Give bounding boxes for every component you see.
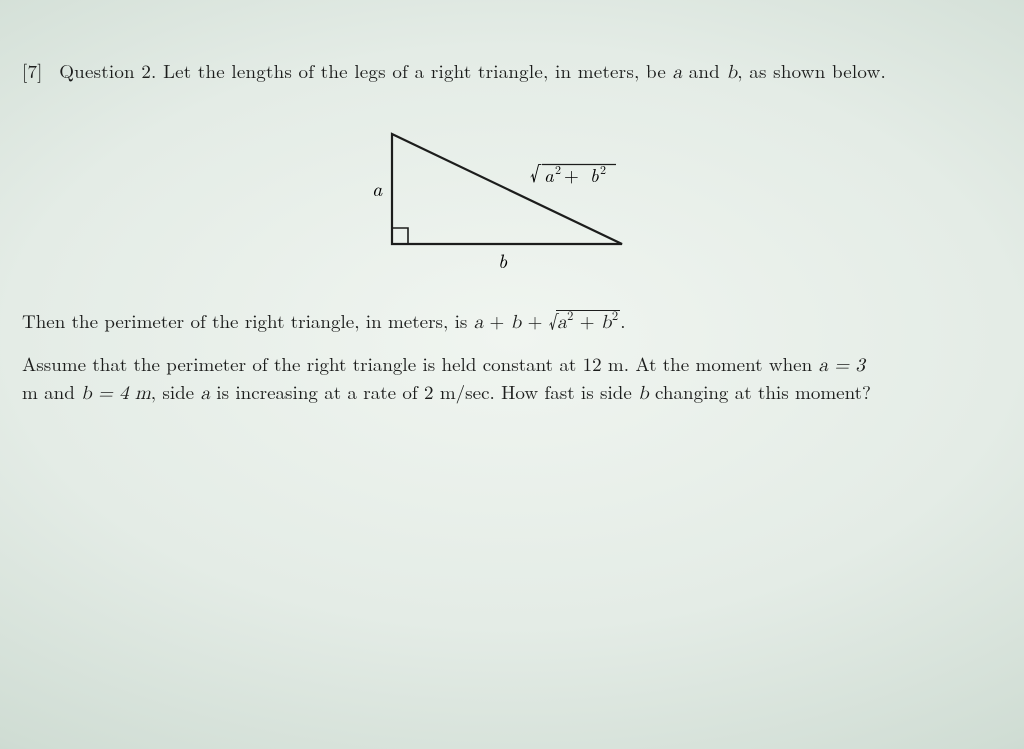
assume-2d: . How fast is side: [490, 378, 632, 405]
triangle-shape: [392, 134, 622, 244]
hyp-plus: +: [564, 161, 579, 188]
question-prefix: Question 2.: [59, 57, 156, 84]
points-label: [7]: [22, 57, 43, 84]
perim-a: a: [474, 313, 484, 332]
q-text-1: Let the lengths of the legs of a right t…: [163, 57, 666, 84]
perim-plus1: +: [483, 307, 510, 334]
assume-2b: , side: [151, 378, 194, 405]
var-b: b: [726, 63, 737, 82]
eq-b: b = 4 m: [81, 384, 151, 403]
assume-2c: is increasing at a rate of: [216, 378, 417, 405]
rad-b: b: [601, 313, 612, 332]
perimeter-line: Then the perimeter of the right triangle…: [22, 307, 1002, 336]
triangle-svg: a b √ a 2 + b 2: [322, 114, 702, 274]
assume-1a: Assume that the perimeter of the right t…: [22, 350, 576, 377]
hyp-b: b: [590, 161, 599, 188]
q-text-mid: and: [689, 57, 720, 84]
assume-2a: m and: [22, 378, 75, 405]
var-a: a: [672, 63, 682, 82]
rad-b-exp: 2: [612, 306, 618, 324]
hyp-b-exp: 2: [600, 161, 606, 178]
radical-icon: √: [549, 306, 558, 334]
side-b: b: [638, 384, 649, 403]
const-perim: 12 m: [583, 350, 624, 377]
assume-block: Assume that the perimeter of the right t…: [22, 351, 1002, 406]
assume-1b: . At the moment when: [624, 350, 812, 377]
assume-2e: changing at this moment?: [655, 378, 871, 405]
page-content: [7] Question 2. Let the lengths of the l…: [22, 58, 1002, 407]
perimeter-lead: Then the perimeter of the right triangle…: [22, 307, 467, 334]
rad-plus: +: [573, 307, 600, 334]
rad-a: a: [557, 313, 567, 332]
right-angle-mark: [392, 228, 408, 244]
q-text-tail: , as shown below.: [737, 57, 886, 84]
perim-end: .: [620, 307, 625, 334]
perim-plus2: +: [521, 307, 548, 334]
triangle-label-b: b: [498, 245, 508, 274]
rate: 2 m/sec: [424, 378, 490, 405]
triangle-label-a: a: [372, 173, 383, 202]
hyp-a: a: [544, 161, 554, 188]
hyp-label: √ a 2 + b 2: [530, 156, 616, 188]
hyp-a-exp: 2: [555, 161, 561, 178]
perim-sqrt: √a2 + b2: [549, 307, 621, 334]
perim-b: b: [511, 313, 522, 332]
radical-sign: √: [530, 156, 542, 187]
question-line-1: [7] Question 2. Let the lengths of the l…: [22, 58, 1002, 86]
side-a: a: [200, 384, 210, 403]
triangle-figure: a b √ a 2 + b 2: [22, 114, 1002, 279]
eq-a: a = 3: [818, 356, 864, 375]
radicand: a2 + b2: [556, 310, 620, 333]
